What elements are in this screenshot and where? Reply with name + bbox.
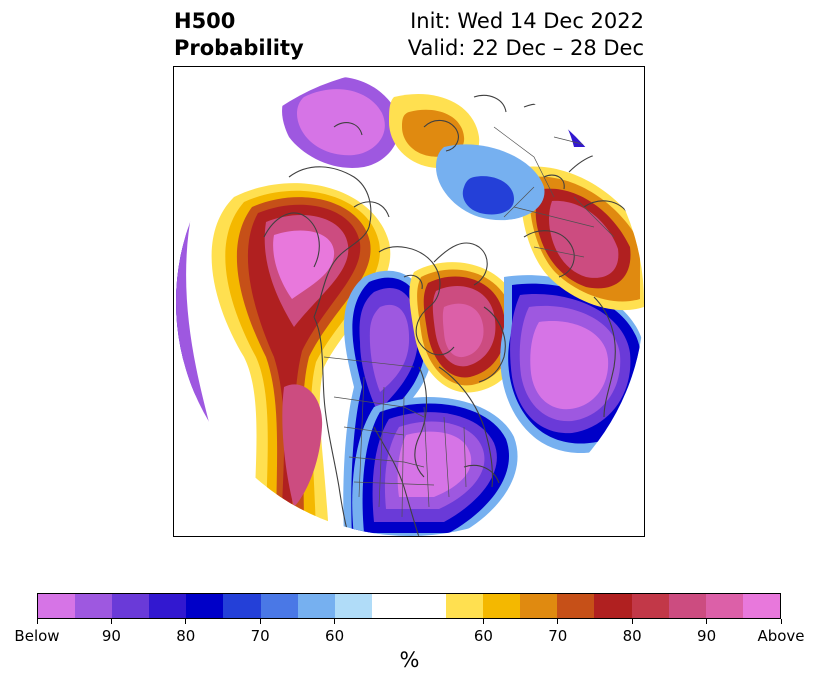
colorbar-segment xyxy=(75,594,113,618)
colorbar-segment xyxy=(705,594,743,618)
title-left: H500 Probability xyxy=(174,8,304,62)
valid-period: Valid: 22 Dec – 28 Dec xyxy=(407,36,644,60)
colorbar-segment xyxy=(668,594,706,618)
colorbar-segment xyxy=(446,594,484,618)
colorbar-tick-label: 90 xyxy=(697,627,717,645)
coastlines xyxy=(263,94,638,536)
colorbar-tick-label: Below xyxy=(14,627,60,645)
colorbar-tick-label: 80 xyxy=(176,627,196,645)
colorbar-segment xyxy=(186,594,224,618)
colorbar-tick-mark xyxy=(36,619,38,624)
below-normal-region-atlantic xyxy=(500,275,644,454)
colorbar-segment xyxy=(557,594,595,618)
colorbar-tick-mark xyxy=(631,619,633,624)
colorbar-segment xyxy=(223,594,261,618)
colorbar-tick-mark xyxy=(482,619,484,624)
colorbar-segment xyxy=(112,594,150,618)
colorbar-segment xyxy=(38,594,76,618)
colorbar-tick-mark xyxy=(706,619,708,624)
colorbar xyxy=(37,593,781,619)
colorbar-segment xyxy=(297,594,335,618)
title-variable: H500 xyxy=(174,9,236,33)
colorbar-segment xyxy=(483,594,521,618)
colorbar-segment xyxy=(149,594,187,618)
probability-map xyxy=(173,66,645,537)
colorbar-segment xyxy=(594,594,632,618)
colorbar-tick-mark xyxy=(780,619,782,624)
colorbar-tick-mark xyxy=(334,619,336,624)
title-right: Init: Wed 14 Dec 2022 Valid: 22 Dec – 28… xyxy=(408,8,644,62)
colorbar-tick-mark xyxy=(557,619,559,624)
above-normal-region-northwest xyxy=(211,183,391,536)
colorbar-units-label: % xyxy=(399,648,420,672)
colorbar-segment xyxy=(334,594,372,618)
colorbar-segment xyxy=(631,594,669,618)
colorbar-tick-label: 90 xyxy=(101,627,121,645)
init-time: Init: Wed 14 Dec 2022 xyxy=(410,9,644,33)
colorbar-segment xyxy=(520,594,558,618)
colorbar-tick-mark xyxy=(259,619,261,624)
colorbar-segment xyxy=(260,594,298,618)
colorbar-tick-label: 60 xyxy=(473,627,493,645)
title-field: Probability xyxy=(174,36,304,60)
colorbar-tick-mark xyxy=(110,619,112,624)
colorbar-tick-label: 80 xyxy=(622,627,642,645)
probability-field xyxy=(176,68,644,536)
colorbar-segment xyxy=(371,594,409,618)
colorbar-segment xyxy=(742,594,780,618)
colorbar-tick-label: 60 xyxy=(325,627,345,645)
below-normal-region-east xyxy=(352,397,518,536)
colorbar-tick-label: 70 xyxy=(250,627,270,645)
colorbar-tick-label: Above xyxy=(757,627,805,645)
colorbar-tick-mark xyxy=(185,619,187,624)
colorbar-tick-label: 70 xyxy=(548,627,568,645)
colorbar-segment xyxy=(408,594,447,618)
political-borders xyxy=(323,126,625,518)
